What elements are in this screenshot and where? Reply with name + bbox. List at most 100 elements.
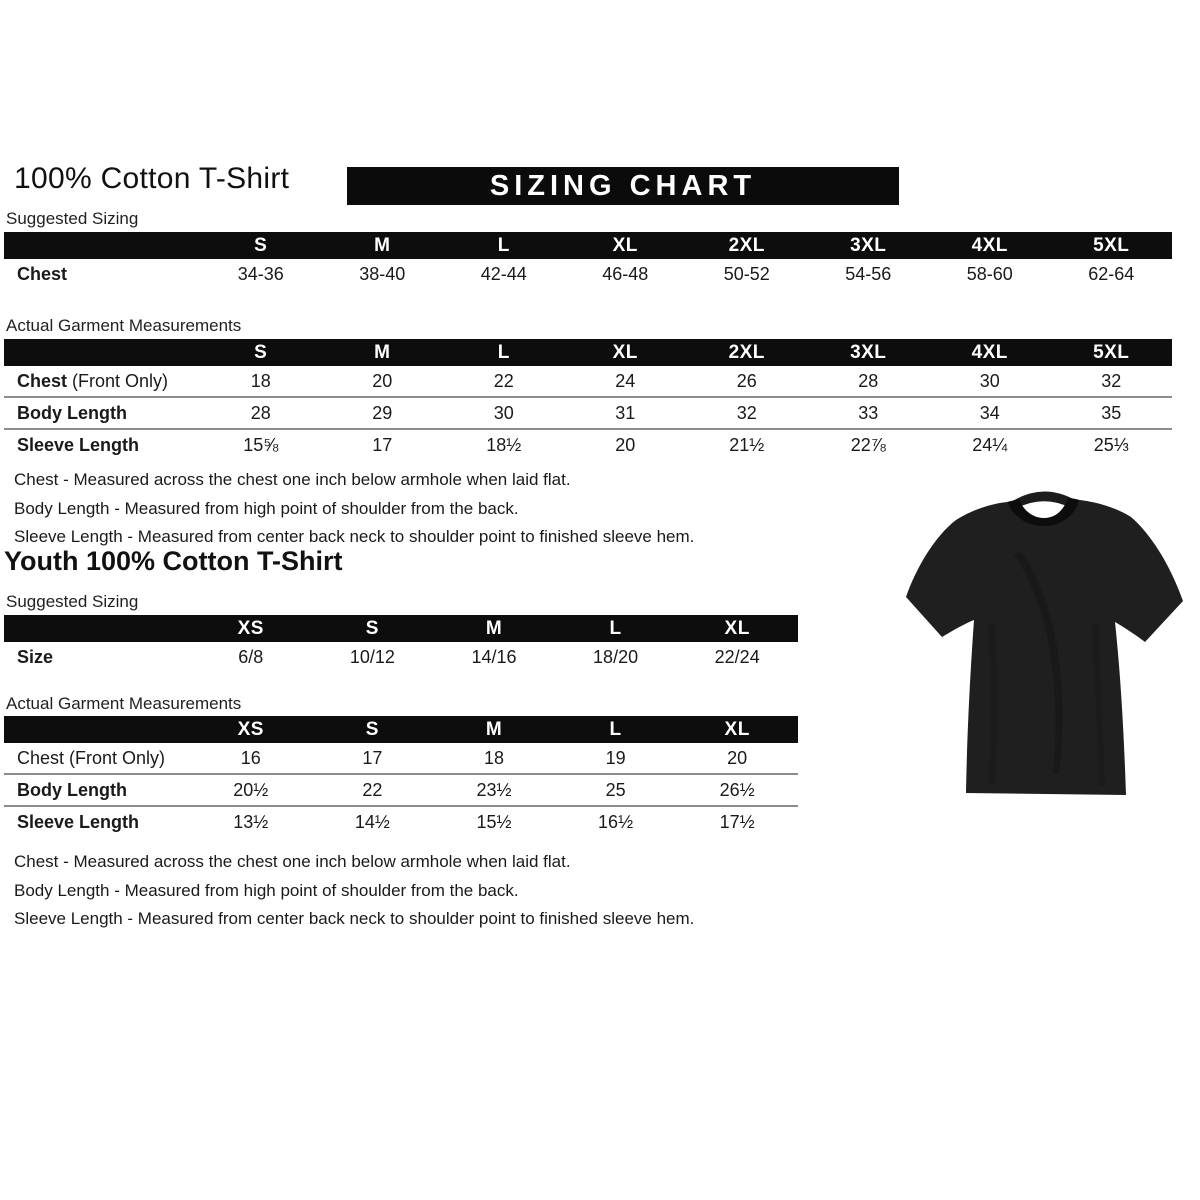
row-label: Chest (Front Only): [4, 366, 200, 398]
cell: 50-52: [723, 263, 770, 284]
corner-cell: [4, 615, 190, 642]
tshirt-graphic: [906, 491, 1183, 795]
table-row-size: Size 6/8 10/12 14/16 18/20 22/24: [4, 642, 798, 672]
youth-suggested-sizing-table: XS S M L XL Size 6/8 10/12 14/16 18/20 2…: [4, 615, 798, 672]
size-column-header: L: [443, 232, 565, 259]
table-header-row: XS S M L XL: [4, 615, 798, 642]
youth-section-title: Youth 100% Cotton T-Shirt: [4, 546, 343, 576]
size-column-header: XL: [564, 232, 686, 259]
table-header-row: XS S M L XL: [4, 716, 798, 743]
table-row-body-length: Body Length 20½ 22 23½ 25 26½: [4, 774, 798, 807]
cell: 29: [321, 397, 443, 430]
cell: 32: [1050, 366, 1172, 398]
cell: 17: [311, 743, 434, 775]
row-label: Chest: [17, 263, 68, 284]
cell: 62-64: [1088, 263, 1135, 284]
adult-actual-measurements-table: S M L XL 2XL 3XL 4XL 5XL Chest (Front On…: [4, 339, 1172, 460]
cell: 13½: [233, 811, 269, 832]
cell: 20: [321, 366, 443, 398]
adult-suggested-sizing-table: S M L XL 2XL 3XL 4XL 5XL Chest 34-36 38-…: [4, 232, 1172, 289]
cell: 54-56: [845, 263, 892, 284]
cell: 20: [676, 743, 798, 775]
row-label: Size: [17, 646, 54, 667]
cell: 42-44: [480, 263, 527, 284]
size-column-header: 4XL: [929, 339, 1051, 366]
size-column-header: M: [321, 339, 443, 366]
note-sleeve-length: Sleeve Length - Measured from center bac…: [14, 909, 695, 928]
size-column-header: XL: [676, 615, 798, 642]
size-column-header: L: [554, 615, 677, 642]
cell: 34: [929, 397, 1051, 430]
cell: 22⅞: [850, 434, 886, 455]
row-label: Sleeve Length: [17, 434, 140, 455]
cell: 28: [200, 397, 322, 430]
size-column-header: 4XL: [929, 232, 1051, 259]
adult-measurement-notes: Chest - Measured across the chest one in…: [14, 466, 694, 552]
corner-cell: [4, 339, 200, 366]
table-row-sleeve-length: Sleeve Length 15⅝ 17 18½ 20 21½ 22⅞ 24¼ …: [4, 429, 1172, 460]
note-body-length: Body Length - Measured from high point o…: [14, 498, 519, 518]
cell: 28: [807, 366, 929, 398]
size-column-header: XL: [564, 339, 686, 366]
size-column-header: 2XL: [686, 232, 808, 259]
cell: 22: [311, 774, 434, 807]
cell: 33: [807, 397, 929, 430]
cell: 15½: [476, 811, 512, 832]
cell: 6/8: [238, 646, 264, 667]
cell: 18/20: [593, 646, 639, 667]
cell: 15⅝: [243, 434, 279, 455]
cell: 21½: [729, 434, 765, 455]
cell: 30: [443, 397, 565, 430]
note-chest: Chest - Measured across the chest one in…: [14, 852, 571, 871]
size-column-header: L: [554, 716, 677, 743]
size-column-header: 3XL: [807, 232, 929, 259]
cell: 22: [443, 366, 565, 398]
size-column-header: S: [311, 716, 434, 743]
cell: 20½: [190, 774, 312, 807]
size-column-header: 3XL: [807, 339, 929, 366]
size-column-header: S: [200, 339, 322, 366]
size-column-header: S: [200, 232, 322, 259]
cell: 24¼: [972, 434, 1008, 455]
cell: 17½: [719, 811, 755, 832]
youth-actual-measurements-label: Actual Garment Measurements: [6, 694, 242, 713]
cell: 26½: [676, 774, 798, 807]
black-tshirt-image: [893, 474, 1195, 812]
cell: 30: [929, 366, 1051, 398]
cell: 16½: [598, 811, 634, 832]
cell: 18: [200, 366, 322, 398]
table-row-sleeve-length: Sleeve Length 13½ 14½ 15½ 16½ 17½: [4, 806, 798, 837]
row-label: Body Length: [4, 774, 190, 807]
cell: 23½: [433, 774, 555, 807]
row-label: Sleeve Length: [17, 811, 140, 832]
cell: 14½: [354, 811, 390, 832]
youth-actual-measurements-table: XS S M L XL Chest (Front Only) 16 17 18 …: [4, 716, 798, 837]
cell: 19: [554, 743, 677, 775]
youth-measurement-notes: Chest - Measured across the chest one in…: [14, 848, 694, 934]
cell: 46-48: [602, 263, 649, 284]
cell: 24: [564, 366, 686, 398]
size-column-header: S: [311, 615, 434, 642]
note-chest: Chest - Measured across the chest one in…: [14, 470, 571, 489]
cell: 10/12: [349, 646, 395, 667]
size-column-header: 5XL: [1050, 232, 1172, 259]
table-row-chest: Chest (Front Only) 16 17 18 19 20: [4, 743, 798, 775]
cell: 20: [615, 434, 636, 455]
note-body-length: Body Length - Measured from high point o…: [14, 880, 519, 900]
table-header-row: S M L XL 2XL 3XL 4XL 5XL: [4, 232, 1172, 259]
corner-cell: [4, 716, 190, 743]
size-column-header: L: [443, 339, 565, 366]
sizing-chart-banner: SIZING CHART: [347, 167, 899, 205]
cell: 16: [190, 743, 312, 775]
table-row-chest: Chest (Front Only) 18 20 22 24 26 28 30 …: [4, 366, 1172, 398]
cell: 32: [686, 397, 808, 430]
table-header-row: S M L XL 2XL 3XL 4XL 5XL: [4, 339, 1172, 366]
cell: 22/24: [714, 646, 760, 667]
cell: 25: [554, 774, 677, 807]
size-column-header: XS: [190, 716, 312, 743]
row-label: Chest (Front Only): [4, 743, 190, 775]
size-column-header: M: [321, 232, 443, 259]
size-column-header: 5XL: [1050, 339, 1172, 366]
size-column-header: 2XL: [686, 339, 808, 366]
